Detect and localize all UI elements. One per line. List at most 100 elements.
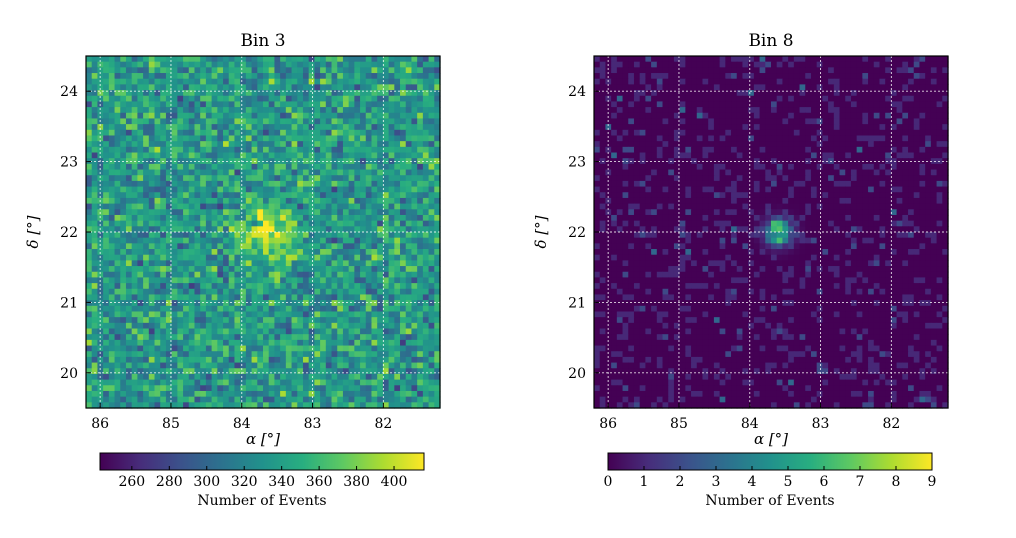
heatmap-cell (348, 271, 355, 279)
heatmap-cell (753, 84, 761, 91)
heatmap-cell (320, 78, 327, 85)
heatmap-cell (285, 317, 293, 324)
heatmap-cell (154, 56, 161, 63)
heatmap-cell (405, 277, 413, 284)
heatmap-cell (428, 135, 435, 142)
heatmap-cell (257, 277, 264, 284)
heatmap-cell (902, 101, 909, 108)
heatmap-cell (731, 95, 738, 103)
heatmap-cell (103, 90, 110, 97)
heatmap-cell (371, 237, 378, 244)
heatmap-cell (137, 129, 144, 137)
heatmap-cell (337, 192, 344, 199)
heatmap-cell (320, 277, 327, 284)
heatmap-cell (337, 283, 344, 290)
heatmap-cell (325, 209, 333, 216)
heatmap-cell (331, 266, 338, 273)
heatmap-cell (862, 124, 869, 131)
heatmap-cell (137, 322, 144, 330)
heatmap-cell (679, 118, 686, 125)
heatmap-cell (919, 84, 926, 91)
heatmap-cell (280, 402, 287, 409)
heatmap-cell (400, 169, 407, 176)
heatmap-cell (240, 175, 247, 182)
heatmap-cell (365, 158, 373, 165)
heatmap-cell (228, 175, 236, 182)
heatmap-cell (822, 129, 829, 137)
heatmap-cell (183, 209, 190, 216)
heatmap-cell (434, 107, 441, 114)
heatmap-cell (291, 146, 298, 154)
heatmap-cell (365, 266, 373, 273)
heatmap-cell (771, 101, 778, 108)
heatmap-cell (211, 169, 218, 176)
heatmap-cell (702, 95, 709, 103)
heatmap-cell (320, 56, 327, 63)
heatmap-cell (308, 339, 315, 347)
heatmap-cell (285, 61, 293, 68)
heatmap-cell (331, 141, 338, 148)
heatmap-cell (919, 67, 926, 74)
heatmap-cell (845, 129, 852, 137)
heatmap-cell (314, 311, 321, 318)
heatmap-cell (137, 368, 144, 375)
heatmap-cell (616, 118, 624, 125)
heatmap-cell (245, 373, 253, 381)
heatmap-cell (160, 107, 167, 114)
heatmap-cell (342, 294, 350, 301)
heatmap-cell (302, 379, 310, 386)
heatmap-cell (223, 214, 230, 222)
heatmap-cell (862, 95, 869, 103)
heatmap-cell (103, 362, 110, 369)
heatmap-cell (251, 146, 258, 154)
heatmap-cell (205, 197, 213, 205)
heatmap-cell (137, 180, 144, 188)
heatmap-cell (240, 129, 247, 137)
heatmap-cell (171, 288, 178, 296)
heatmap-cell (325, 232, 333, 239)
heatmap-cell (160, 368, 167, 375)
heatmap-cell (776, 146, 784, 154)
heatmap-cell (217, 260, 224, 267)
heatmap-cell (148, 220, 156, 227)
heatmap-cell (125, 317, 133, 324)
heatmap-cell (611, 95, 618, 103)
heatmap-cell (342, 61, 350, 68)
heatmap-cell (171, 163, 178, 171)
heatmap-cell (280, 385, 287, 392)
heatmap-cell (348, 84, 355, 91)
heatmap-cell (308, 78, 315, 85)
heatmap-cell (211, 283, 218, 290)
heatmap-cell (291, 243, 298, 250)
heatmap-cell (382, 146, 390, 154)
heatmap-cell (280, 283, 287, 290)
heatmap-cell (280, 260, 287, 267)
heatmap-cell (765, 152, 772, 159)
heatmap-cell (434, 90, 441, 97)
heatmap-cell (86, 385, 93, 392)
heatmap-cell (325, 197, 333, 205)
heatmap-cell (365, 84, 373, 91)
heatmap-cell (245, 129, 253, 137)
heatmap-cell (930, 124, 938, 131)
heatmap-cell (268, 322, 276, 330)
heatmap-cell (696, 141, 704, 148)
heatmap-cell (388, 237, 395, 244)
heatmap-cell (137, 152, 144, 159)
heatmap-cell (342, 192, 350, 199)
heatmap-cell (628, 56, 635, 63)
heatmap-cell (371, 67, 378, 74)
heatmap-cell (108, 61, 116, 68)
heatmap-cell (120, 90, 127, 97)
heatmap-cell (428, 152, 435, 159)
heatmap-cell (331, 277, 338, 284)
heatmap-cell (371, 260, 378, 267)
heatmap-cell (137, 402, 144, 409)
heatmap-cell (228, 277, 236, 284)
heatmap-cell (200, 311, 207, 318)
heatmap-cell (285, 169, 293, 176)
heatmap-cell (719, 135, 726, 142)
heatmap-cell (354, 112, 361, 120)
heatmap-cell (428, 385, 435, 392)
heatmap-cell (799, 146, 806, 154)
